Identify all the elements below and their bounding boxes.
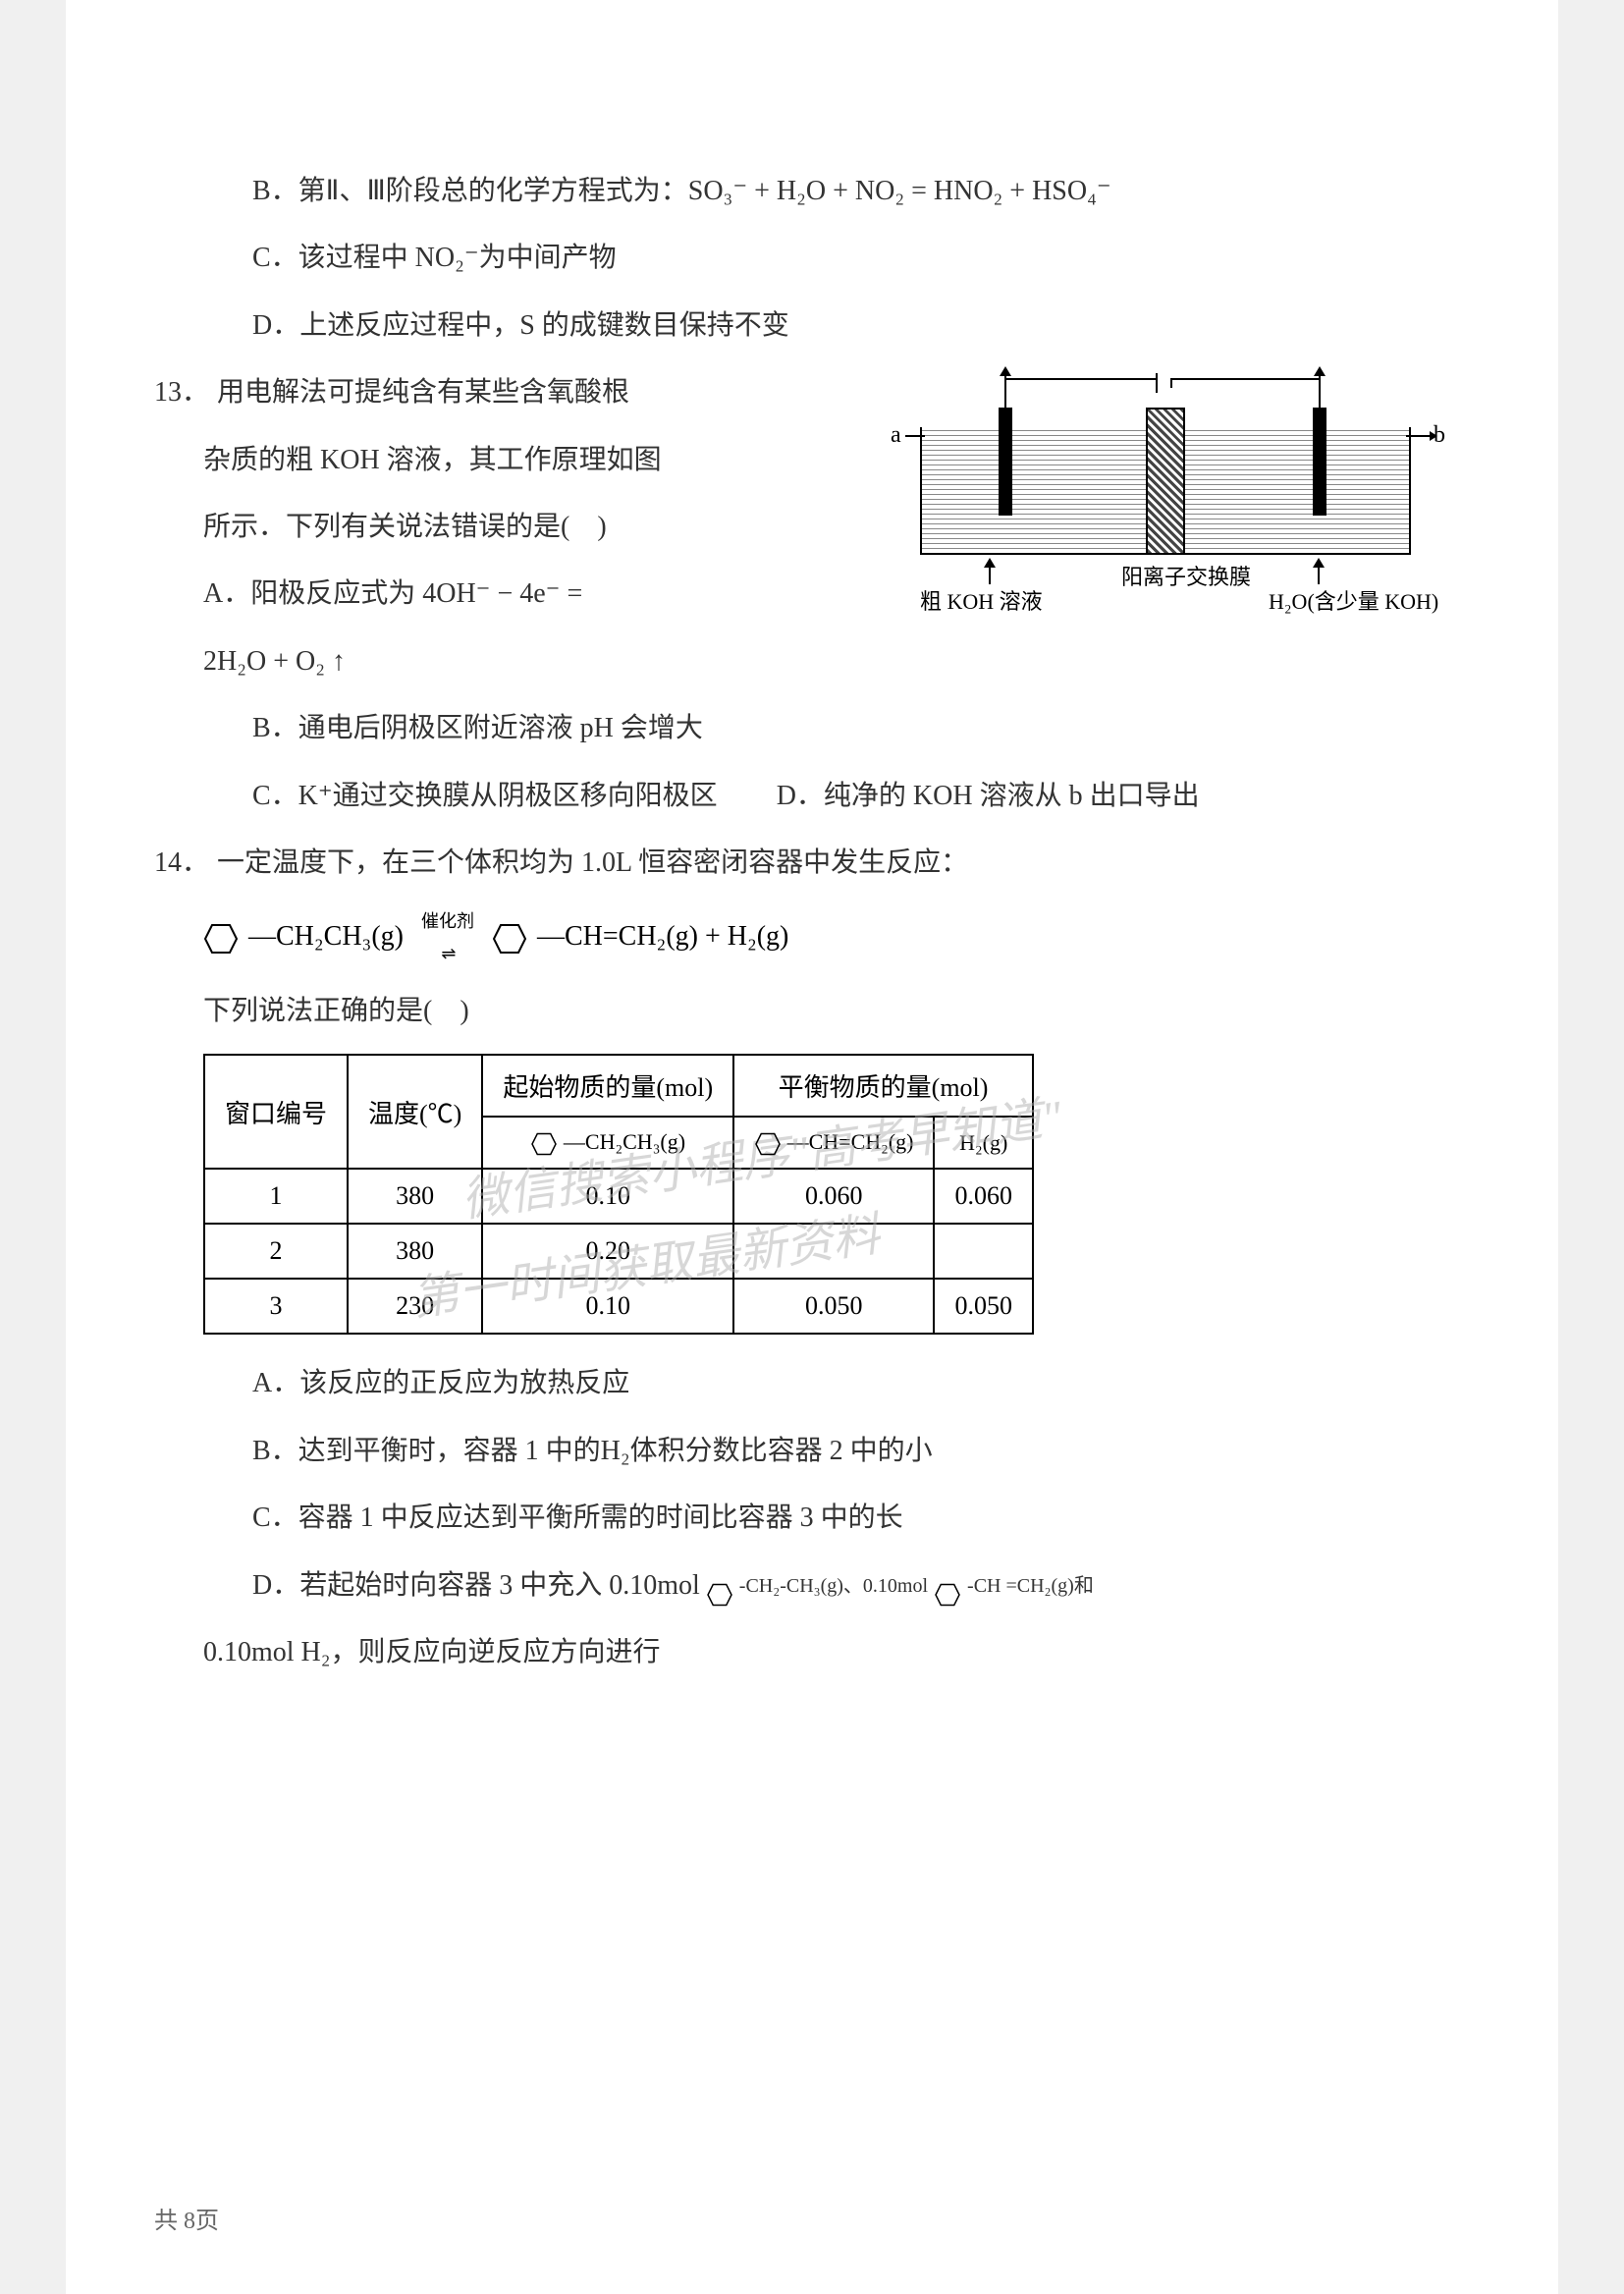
cell-id: 3 [204,1279,348,1334]
q14-opt-d: D．若起始时向容器 3 中充入 0.10mol -CH₂-CH₃(g)、0.10… [154,1561,1470,1611]
benzene-icon [492,922,527,954]
q14-opt-d-part2: -CH₂-CH₃(g)、0.10mol [739,1568,928,1604]
q13-number: 13． [154,377,209,408]
q12-opt-b: B．第Ⅱ、Ⅲ阶段总的化学方程式为：SO₃⁻ + H₂O + NO₂ = HNO₂… [154,167,1470,216]
q14-opt-a: A．该反应的正反应为放热反应 [154,1359,1470,1408]
table-row: 1 380 0.10 0.060 0.060 [204,1169,1033,1224]
cell-id: 2 [204,1224,348,1279]
cell-start: 0.20 [482,1224,733,1279]
q13-stem3: 所示．下列有关说法错误的是( ) [154,503,861,552]
q14-opt-d-part4: 0.10mol H₂，则反应向逆反应方向进行 [154,1628,1470,1677]
diagram-label-h2o: H₂O(含少量 KOH) [1269,584,1438,616]
th-eq: 平衡物质的量(mol) [733,1055,1033,1117]
q13-opt-a1: A．阳极反应式为 4OH⁻ − 4e⁻ = [154,570,861,619]
q14-number: 14． [154,847,209,878]
catalyst-arrow-icon: 催化剂 ⇌ [421,905,474,969]
cell-start: 0.10 [482,1169,733,1224]
th-start: 起始物质的量(mol) [482,1055,733,1117]
q13-opt-cd-row: C．K⁺通过交换膜从阴极区移向阳极区 D．纯净的 KOH 溶液从 b 出口导出 [154,772,1470,821]
q12-opt-d: D．上述反应过程中，S 的成键数目保持不变 [154,301,1470,351]
q14-opt-d-part1: D．若起始时向容器 3 中充入 0.10mol [252,1561,700,1611]
benzene-icon [754,1132,782,1156]
benzene-icon [203,922,239,954]
q13-opt-d: D．纯净的 KOH 溶液从 b 出口导出 [777,772,1200,821]
diagram-label-a: a [891,422,901,449]
th-sub-eqa: —CH=CH₂(g) [733,1117,934,1169]
q13-stem1: 用电解法可提纯含有某些含氧酸根 [217,377,629,408]
diagram-label-membrane: 阳离子交换膜 [1121,560,1251,591]
q13-row: 13． 用电解法可提纯含有某些含氧酸根 杂质的粗 KOH 溶液，其工作原理如图 所… [154,368,1470,704]
benzene-icon [706,1574,733,1598]
th-id: 窗口编号 [204,1055,348,1169]
eq-catalyst: 催化剂 [421,905,474,937]
q14-stem: 一定温度下，在三个体积均为 1.0L 恒容密闭容器中发生反应： [217,847,968,878]
cell-id: 1 [204,1169,348,1224]
page-footer: 共 8页 [154,2201,219,2235]
benzene-icon [934,1574,961,1598]
q14-stem-line: 14． 一定温度下，在三个体积均为 1.0L 恒容密闭容器中发生反应： [154,839,1470,888]
diagram-label-koh: 粗 KOH 溶液 [920,584,1043,616]
cell-eqb: 0.060 [934,1169,1033,1224]
q13-stem2: 杂质的粗 KOH 溶液，其工作原理如图 [154,436,861,485]
q13-opt-c: C．K⁺通过交换膜从阴极区移向阳极区 [252,772,718,821]
cell-eqb: 0.050 [934,1279,1033,1334]
eq-right: —CH=CH₂(g) + H₂(g) [537,912,788,961]
q13-opt-b: B．通电后阴极区附近溶液 pH 会增大 [154,704,1470,753]
q14-prompt: 下列说法正确的是( ) [154,987,1470,1036]
q13-opt-a2: 2H₂O + O₂ ↑ [154,637,861,686]
cell-temp: 380 [348,1169,482,1224]
cell-start: 0.10 [482,1279,733,1334]
eq-left: —CH₂CH₃(g) [248,912,404,961]
electrolysis-diagram: a b 粗 KOH 溶液 阳离子交换膜 H₂O(含少量 KOH) [881,368,1470,624]
q14-opt-c: C．容器 1 中反应达到平衡所需的时间比容器 3 中的长 [154,1494,1470,1543]
q14-opt-b: B．达到平衡时，容器 1 中的H₂体积分数比容器 2 中的小 [154,1427,1470,1476]
q14-opt-d-part3: -CH =CH₂(g)和 [967,1568,1094,1604]
q14-equation: —CH₂CH₃(g) 催化剂 ⇌ —CH=CH₂(g) + H₂(g) [154,905,1470,969]
cell-eqa: 0.050 [733,1279,934,1334]
table-header-row: 窗口编号 温度(℃) 起始物质的量(mol) 平衡物质的量(mol) [204,1055,1033,1117]
cell-eqa: 0.060 [733,1169,934,1224]
q14-table: 窗口编号 温度(℃) 起始物质的量(mol) 平衡物质的量(mol) —CH₂C… [203,1054,1034,1335]
cell-eqa [733,1224,934,1279]
cell-temp: 230 [348,1279,482,1334]
q12-opt-c: C．该过程中 NO₂⁻为中间产物 [154,234,1470,283]
benzene-icon [530,1132,558,1156]
th-temp: 温度(℃) [348,1055,482,1169]
cell-temp: 380 [348,1224,482,1279]
page-container: B．第Ⅱ、Ⅲ阶段总的化学方程式为：SO₃⁻ + H₂O + NO₂ = HNO₂… [66,0,1558,2294]
cell-eqb [934,1224,1033,1279]
th-sub-eqb: H₂(g) [934,1117,1033,1169]
table-row: 2 380 0.20 [204,1224,1033,1279]
table-row: 3 230 0.10 0.050 0.050 [204,1279,1033,1334]
th-sub-start: —CH₂CH₃(g) [482,1117,733,1169]
q13-stem-line1: 13． 用电解法可提纯含有某些含氧酸根 [154,368,861,417]
